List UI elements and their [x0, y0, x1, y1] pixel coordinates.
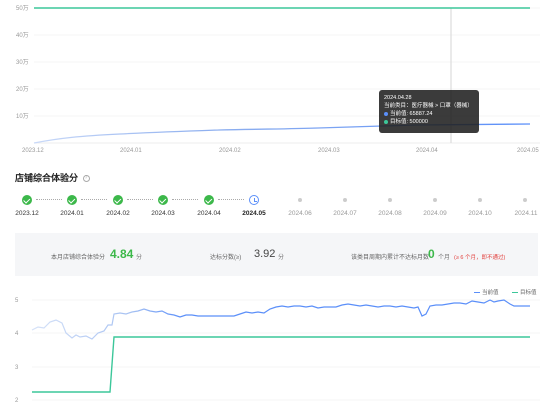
- timeline-label-2024-09: 2024.09: [423, 210, 447, 217]
- chart-tooltip: 2024.04.28 当前类目：医疗器械 > 口罩（器械） 当前值: 65887…: [379, 90, 479, 133]
- tooltip-current-value: 当前值: 65887.24: [390, 111, 433, 117]
- timeline-node-2024-05-clock-icon[interactable]: [249, 195, 259, 205]
- timeline-node-2024-03[interactable]: [158, 195, 168, 205]
- month-score-value: 4.84: [110, 247, 134, 261]
- gmv-progress-chart: 50万 40万 30万 20万 10万 2023.12 2024.01 2024…: [16, 5, 540, 154]
- top-x-tick-2024-04: 2024.04: [416, 148, 438, 154]
- top-x-tick-2024-05: 2024.05: [517, 148, 539, 154]
- fail-months-value: 0: [428, 247, 435, 261]
- legend-current-line-icon: [474, 291, 480, 294]
- timeline-label-2024-03: 2024.03: [151, 210, 175, 217]
- month-score-unit: 分: [136, 255, 143, 261]
- experience-score-chart: 5 4 3 2: [15, 298, 540, 404]
- bottom-y-tick-4: 4: [15, 331, 19, 337]
- standard-score-value: 3.92: [254, 248, 276, 260]
- bottom-y-tick-2: 2: [15, 398, 19, 404]
- fail-months-unit: 个月: [438, 255, 451, 261]
- timeline-label-2024-08: 2024.08: [378, 210, 402, 217]
- timeline-node-2024-02[interactable]: [113, 195, 123, 205]
- top-x-tick-2024-02: 2024.02: [219, 148, 241, 154]
- legend-target-line-icon: [512, 291, 518, 294]
- timeline-node-2024-06[interactable]: [298, 198, 302, 202]
- top-y-tick-40: 40万: [16, 32, 29, 39]
- score-panel: 本月店铺综合体验分 4.84 分 达标分数(≥) 3.92 分 该类目周期内累计…: [15, 233, 538, 276]
- tooltip-category: 当前类目：医疗器械 > 口罩（器械）: [384, 103, 473, 109]
- legend-target[interactable]: 目标值: [512, 288, 537, 296]
- tooltip-current-dot-icon: [384, 111, 388, 116]
- legend-current[interactable]: 当前值: [474, 288, 499, 296]
- timeline-label-2024-05: 2024.05: [242, 210, 266, 217]
- top-y-tick-10: 10万: [16, 113, 29, 120]
- standard-score-unit: 分: [278, 255, 285, 261]
- timeline-node-2024-10[interactable]: [478, 198, 482, 202]
- tooltip-date: 2024.04.28: [384, 95, 412, 101]
- top-x-tick-2024-01: 2024.01: [120, 148, 142, 154]
- timeline-node-2024-08[interactable]: [388, 198, 392, 202]
- top-x-tick-2024-03: 2024.03: [318, 148, 340, 154]
- timeline-label-2024-02: 2024.02: [106, 210, 130, 217]
- bottom-y-tick-3: 3: [15, 365, 19, 371]
- bottom-chart-gridlines: [32, 299, 540, 401]
- timeline-label-2024-04: 2024.04: [197, 210, 221, 217]
- help-icon[interactable]: ?: [82, 175, 90, 183]
- standard-score-label: 达标分数(≥): [210, 255, 242, 261]
- timeline-node-2024-01[interactable]: [67, 195, 77, 205]
- timeline-label-2024-01: 2024.01: [60, 210, 84, 217]
- fail-months-note: (≥ 6 个月，即不通过): [454, 254, 506, 261]
- timeline-label-2024-10: 2024.10: [468, 210, 492, 217]
- fail-months-label: 该类目周期内累计不达标月数: [351, 255, 430, 261]
- section-title-text: 店铺综合体验分: [15, 173, 79, 183]
- timeline-label-2023-12: 2023.12: [15, 210, 39, 217]
- top-y-tick-50: 50万: [16, 5, 29, 12]
- tooltip-target-value: 目标值: 500000: [390, 119, 428, 125]
- tooltip-target-dot-icon: [384, 119, 388, 124]
- timeline-node-2024-04[interactable]: [204, 195, 214, 205]
- month-score-label: 本月店铺综合体验分: [51, 255, 106, 261]
- timeline-node-2023-12[interactable]: [22, 195, 32, 205]
- timeline-label-2024-07: 2024.07: [333, 210, 357, 217]
- timeline-node-2024-11[interactable]: [523, 198, 527, 202]
- timeline-node-2024-09[interactable]: [433, 198, 437, 202]
- bottom-y-tick-5: 5: [15, 298, 19, 304]
- top-y-tick-20: 20万: [16, 86, 29, 93]
- section-title: 店铺综合体验分 ?: [15, 171, 90, 184]
- timeline-node-2024-07[interactable]: [343, 198, 347, 202]
- timeline-label-2024-11: 2024.11: [514, 210, 538, 217]
- top-y-tick-30: 30万: [16, 59, 29, 66]
- bottom-target-line: [32, 336, 530, 393]
- bottom-current-line: [31, 299, 530, 340]
- timeline-label-2024-06: 2024.06: [288, 210, 312, 217]
- top-x-tick-2023-12: 2023.12: [22, 148, 44, 154]
